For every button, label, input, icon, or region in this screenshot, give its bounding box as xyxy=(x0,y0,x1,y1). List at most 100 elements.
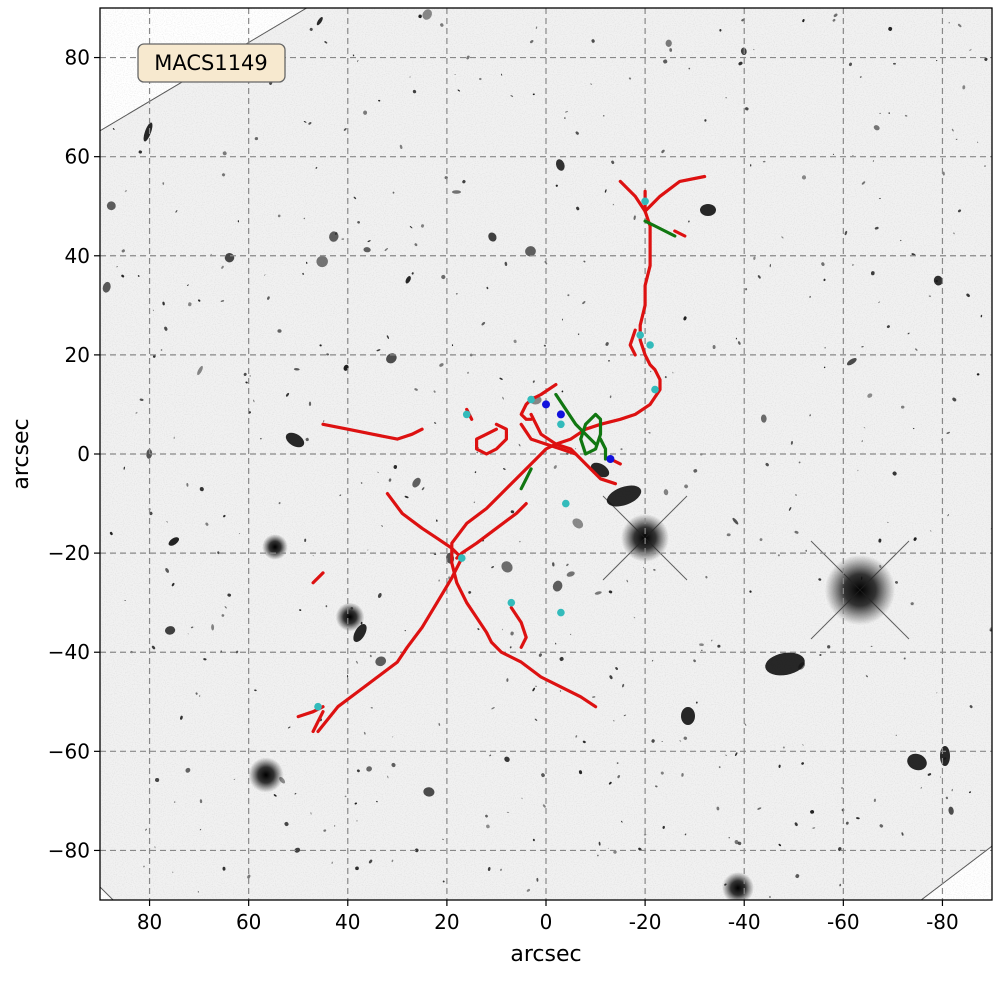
galaxy xyxy=(801,175,807,180)
critical-curve xyxy=(475,422,508,456)
galaxy xyxy=(872,159,874,163)
galaxy xyxy=(870,271,875,276)
galaxy xyxy=(502,396,504,400)
galaxy xyxy=(990,528,992,530)
galaxy xyxy=(790,441,793,445)
galaxy xyxy=(863,427,866,429)
galaxy xyxy=(617,775,620,779)
galaxy xyxy=(339,494,342,496)
galaxy xyxy=(818,578,822,581)
cyan-point xyxy=(462,410,471,419)
galaxy xyxy=(323,420,325,423)
caustic-curve xyxy=(643,219,677,238)
galaxy xyxy=(502,468,506,470)
galaxy xyxy=(559,690,562,692)
galaxy xyxy=(582,740,586,744)
galaxy xyxy=(409,76,411,78)
galaxy xyxy=(590,83,593,85)
critical-curve xyxy=(519,383,558,421)
galaxy xyxy=(555,642,557,645)
galaxy xyxy=(861,181,866,185)
galaxy xyxy=(303,217,305,220)
galaxy xyxy=(305,437,309,442)
cluster-label-badge: MACS1149 xyxy=(137,43,286,83)
galaxy xyxy=(928,295,932,298)
galaxy xyxy=(946,431,950,434)
critical-curve xyxy=(311,571,325,585)
y-tick-label: −20 xyxy=(48,541,90,565)
galaxy xyxy=(874,226,879,230)
galaxy xyxy=(519,540,521,543)
y-tick-label: −80 xyxy=(48,838,90,862)
galaxy xyxy=(249,375,251,377)
galaxy xyxy=(570,633,572,635)
critical-curve xyxy=(450,179,662,709)
galaxy xyxy=(901,832,904,836)
galaxy xyxy=(711,639,713,642)
galaxy xyxy=(488,232,497,242)
galaxy xyxy=(809,414,811,417)
galaxy xyxy=(391,859,394,863)
galaxy xyxy=(525,246,536,257)
galaxy xyxy=(575,131,579,135)
galaxy xyxy=(309,27,313,31)
galaxy xyxy=(684,833,687,836)
galaxy xyxy=(846,358,857,366)
caustic-curve xyxy=(554,392,598,446)
galaxy xyxy=(904,114,908,117)
blue-point xyxy=(542,400,550,409)
galaxy xyxy=(308,401,312,406)
galaxy xyxy=(930,530,932,532)
galaxy xyxy=(174,801,176,803)
galaxy xyxy=(857,469,859,472)
galaxy xyxy=(109,531,113,536)
galaxy xyxy=(356,819,358,822)
galaxy xyxy=(643,834,647,836)
galaxy xyxy=(939,776,941,778)
galaxy xyxy=(326,353,330,356)
galaxy xyxy=(769,263,771,268)
bright-star xyxy=(248,757,284,793)
galaxy xyxy=(438,579,440,582)
galaxy xyxy=(984,57,988,61)
galaxy xyxy=(683,316,687,321)
galaxy xyxy=(597,854,599,857)
galaxy xyxy=(552,580,563,592)
critical-curve xyxy=(316,556,464,734)
galaxy xyxy=(852,155,854,156)
galaxy xyxy=(651,659,654,662)
galaxy xyxy=(966,293,970,297)
galaxy xyxy=(536,877,539,882)
galaxy xyxy=(628,77,632,80)
galaxy xyxy=(457,89,461,92)
galaxy xyxy=(501,628,503,631)
galaxy xyxy=(386,335,390,339)
galaxy xyxy=(116,266,118,268)
galaxy xyxy=(392,191,395,194)
x-tick-label: 20 xyxy=(434,910,459,934)
galaxy xyxy=(243,372,247,376)
galaxy xyxy=(370,707,373,709)
galaxy xyxy=(423,787,435,797)
galaxy xyxy=(561,390,564,393)
galaxy xyxy=(603,115,605,117)
galaxy xyxy=(704,119,707,122)
cyan-point xyxy=(314,702,322,711)
galaxy xyxy=(404,629,406,632)
galaxy xyxy=(355,866,359,871)
plot-area xyxy=(100,8,992,900)
galaxy xyxy=(552,562,555,567)
galaxy xyxy=(440,23,444,27)
galaxy xyxy=(412,89,417,94)
galaxy xyxy=(354,802,358,805)
galaxy xyxy=(521,797,523,800)
galaxy xyxy=(683,736,688,740)
y-axis-label: arcsec xyxy=(9,418,34,489)
galaxy xyxy=(316,16,323,26)
galaxy xyxy=(566,563,569,567)
galaxy xyxy=(151,645,156,650)
galaxy xyxy=(948,806,954,815)
galaxy xyxy=(473,501,476,504)
galaxy xyxy=(957,23,962,28)
bright-star xyxy=(335,602,365,632)
